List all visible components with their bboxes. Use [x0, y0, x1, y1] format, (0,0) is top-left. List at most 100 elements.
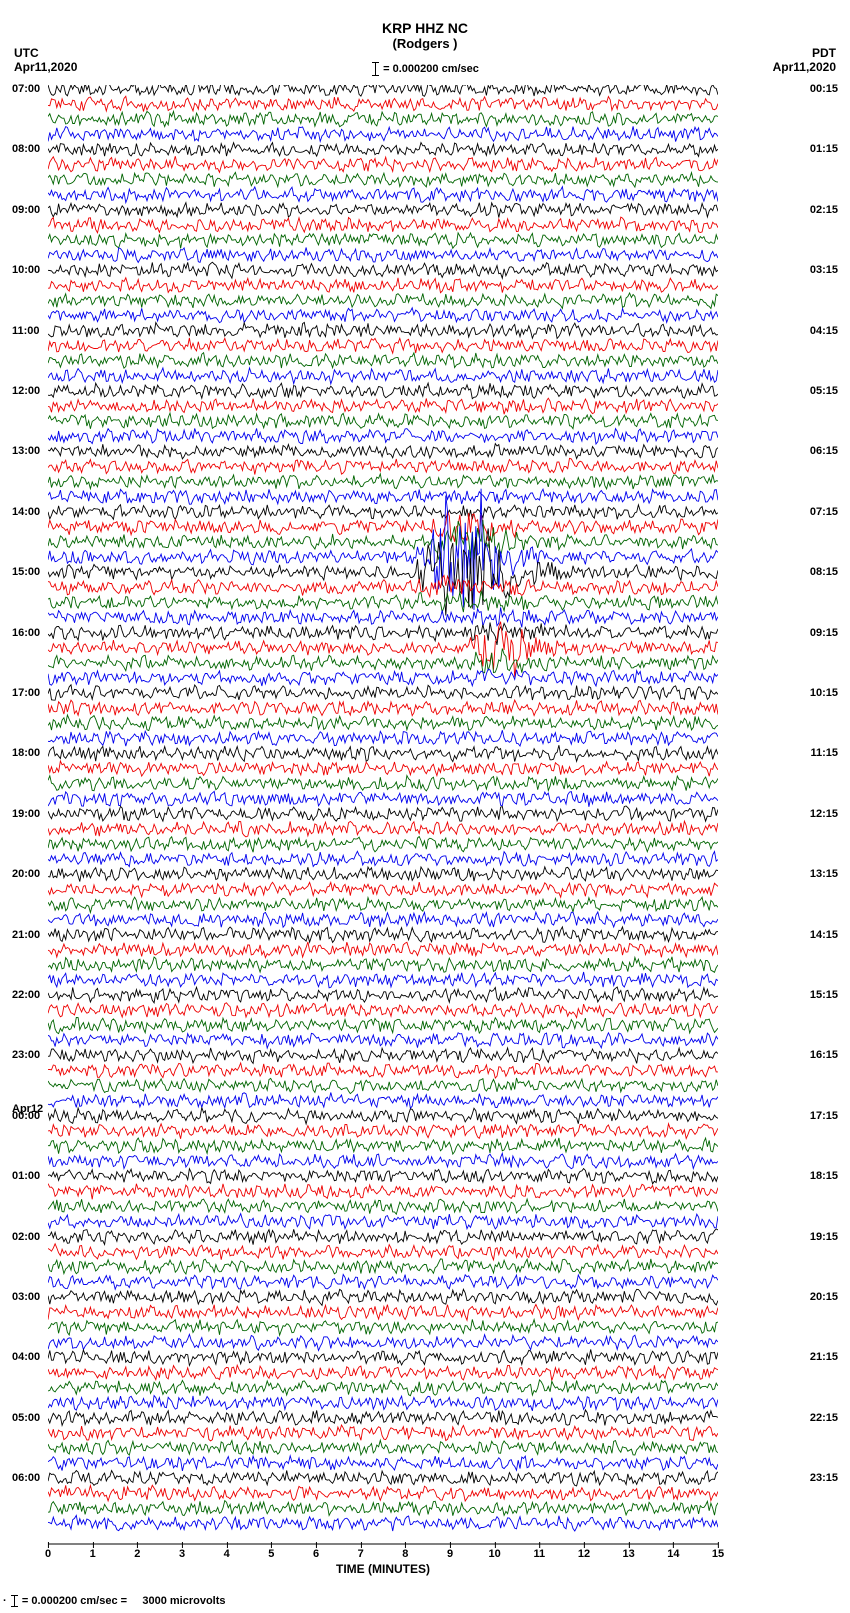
seismogram-trace: [48, 987, 718, 1003]
seismogram-trace: [48, 1485, 718, 1501]
x-axis-tick: 7: [358, 1548, 364, 1560]
seismogram-trace: [48, 96, 718, 111]
scale-note: = 0.000200 cm/sec: [0, 62, 850, 76]
left-time-label: 04:00: [12, 1351, 40, 1363]
left-time-label: 21:00: [12, 929, 40, 941]
seismogram-trace: [48, 1108, 718, 1124]
seismogram-trace: [48, 143, 718, 157]
seismogram-trace: [48, 791, 718, 806]
x-axis-tick: 11: [534, 1548, 546, 1560]
seismogram-trace: [48, 1229, 718, 1245]
right-time-label: 13:15: [810, 868, 838, 880]
seismogram-trace: [48, 912, 718, 927]
footer-scale-bar-icon: [14, 1595, 15, 1607]
seismogram-trace: [48, 851, 718, 866]
seismogram-trace: [48, 957, 718, 973]
x-axis-tick: 9: [447, 1548, 453, 1560]
seismogram-trace: [48, 1425, 718, 1441]
x-axis-tick: 4: [224, 1548, 230, 1560]
seismogram-trace: [48, 1380, 718, 1396]
seismogram-trace: [48, 1289, 718, 1305]
left-time-label: 17:00: [12, 687, 40, 699]
left-time-label: 10:00: [12, 264, 40, 276]
right-time-label: 03:15: [810, 264, 838, 276]
right-time-label: 21:15: [810, 1351, 838, 1363]
x-axis-tick: 0: [45, 1548, 51, 1560]
x-axis-tick: 2: [134, 1548, 140, 1560]
seismogram-trace: [48, 927, 718, 943]
right-time-label: 09:15: [810, 627, 838, 639]
seismogram-trace: [48, 1093, 718, 1109]
seismogram-trace: [48, 745, 718, 761]
right-time-label: 20:15: [810, 1291, 838, 1303]
x-axis-title: TIME (MINUTES): [48, 1562, 718, 1576]
seismogram-trace: [48, 217, 718, 233]
seismogram-trace: [48, 126, 718, 141]
seismogram-trace: [48, 187, 718, 203]
seismogram-trace: [48, 623, 718, 645]
right-time-label: 01:15: [810, 143, 838, 155]
seismogram-trace: [48, 685, 718, 700]
station-title: KRP HHZ NC: [0, 20, 850, 36]
x-axis-tick: 8: [402, 1548, 408, 1560]
left-time-label: 08:00: [12, 143, 40, 155]
seismogram-trace: [48, 1396, 718, 1411]
seismogram-trace: [48, 1304, 718, 1320]
left-time-label: 01:00: [12, 1170, 40, 1182]
left-time-label: 05:00: [12, 1412, 40, 1424]
x-axis-tick: 10: [489, 1548, 501, 1560]
seismogram-trace: [48, 1078, 718, 1094]
right-time-label: 11:15: [810, 747, 838, 759]
right-time-label: 17:15: [810, 1110, 838, 1122]
seismogram-trace: [48, 203, 718, 218]
x-axis: TIME (MINUTES) 0123456789101112131415: [48, 1548, 718, 1588]
left-time-label: 22:00: [12, 989, 40, 1001]
seismogram-trace: [48, 837, 718, 853]
seismogram-trace: [48, 1048, 718, 1064]
right-time-label: 05:15: [810, 385, 838, 397]
seismogram-trace: [48, 607, 718, 627]
left-time-label: 19:00: [12, 808, 40, 820]
x-axis-tick: 5: [268, 1548, 274, 1560]
right-time-label: 23:15: [810, 1472, 838, 1484]
seismogram-trace: [48, 821, 718, 837]
x-axis-tick: 1: [90, 1548, 96, 1560]
left-time-label: 12:00: [12, 385, 40, 397]
seismogram-trace: [48, 383, 718, 399]
seismogram-trace: [48, 1440, 718, 1455]
right-time-label: 18:15: [810, 1170, 838, 1182]
seismogram-trace: [48, 761, 718, 776]
right-time-label: 19:15: [810, 1231, 838, 1243]
right-time-label: 22:15: [810, 1412, 838, 1424]
left-time-label: 18:00: [12, 747, 40, 759]
seismogram-trace: [48, 776, 718, 791]
seismogram-trace: [48, 278, 718, 293]
seismogram-trace: [48, 1244, 718, 1260]
seismogram-page: KRP HHZ NC (Rodgers ) UTC Apr11,2020 PDT…: [0, 0, 850, 1613]
seismogram-trace: [48, 1033, 718, 1048]
tz-left-label: UTC: [14, 46, 77, 60]
seismogram-trace: [48, 444, 718, 459]
seismogram-trace: [48, 1018, 718, 1034]
seismogram-trace: [48, 700, 718, 716]
seismogram-trace: [48, 1003, 718, 1018]
seismogram-trace: [48, 262, 718, 278]
seismogram-trace: [48, 428, 718, 444]
seismogram-trace: [48, 1124, 718, 1139]
seismogram-trace: [48, 1334, 718, 1350]
seismogram-trace: [48, 1063, 718, 1078]
seismogram-trace: [48, 1365, 718, 1380]
seismogram-trace: [48, 322, 718, 338]
seismogram-trace: [48, 413, 718, 429]
seismogram-trace: [48, 1169, 718, 1184]
scale-bar-icon: [375, 62, 376, 76]
seismogram-trace: [48, 867, 718, 882]
seismogram-plot: [48, 85, 718, 1545]
left-time-label: 02:00: [12, 1231, 40, 1243]
seismogram-trace: [48, 474, 718, 489]
seismogram-trace: [48, 669, 718, 686]
x-axis-tick: 3: [179, 1548, 185, 1560]
x-axis-tick: 13: [623, 1548, 635, 1560]
scale-text: = 0.000200 cm/sec: [383, 63, 479, 75]
left-time-label: 09:00: [12, 204, 40, 216]
